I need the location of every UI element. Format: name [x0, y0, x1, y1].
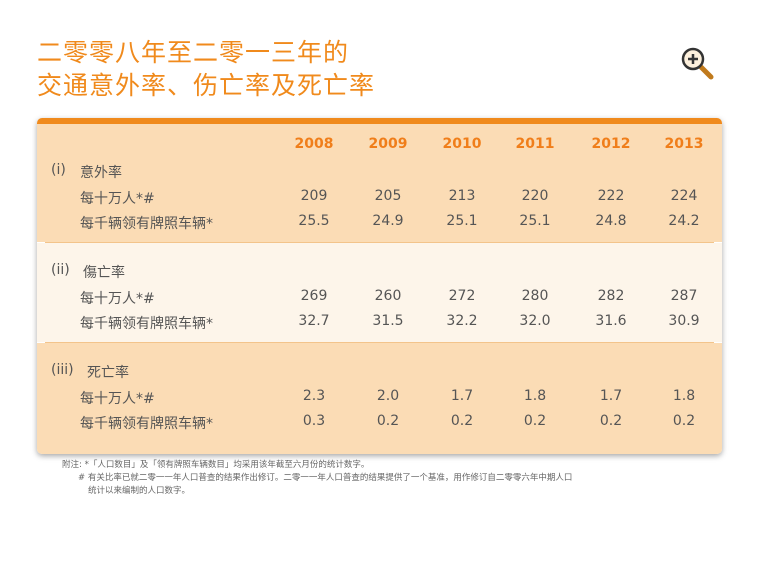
table-cell: 287	[670, 288, 698, 304]
table-cell: 30.9	[668, 313, 700, 329]
year-header: 2013	[664, 136, 704, 152]
table-cell: 1.8	[523, 388, 547, 404]
table-cell: 280	[521, 288, 549, 304]
table-cell: 25.1	[519, 213, 551, 229]
section-name: 傷亡率	[83, 265, 125, 281]
section-band-1	[37, 124, 722, 242]
table-cell: 0.2	[672, 413, 696, 429]
table-cell: 24.2	[668, 213, 700, 229]
table-cell: 0.2	[523, 413, 547, 429]
table-cell: 282	[597, 288, 625, 304]
table-cell: 2.3	[302, 388, 326, 404]
table-cell: 25.5	[298, 213, 330, 229]
divider	[45, 242, 714, 243]
table-cell: 32.7	[298, 313, 330, 329]
table-cell: 0.2	[376, 413, 400, 429]
statistics-table: 2008 2009 2010 2011 2012 2013 (i) 意外率 每十…	[37, 118, 722, 454]
table-cell: 260	[374, 288, 402, 304]
section-name: 意外率	[80, 165, 122, 181]
table-cell: 0.3	[302, 413, 326, 429]
footnote-1: 附注: *「人口数目」及「领有牌照车辆数目」均采用该年截至六月份的统计数字。	[62, 460, 370, 470]
row-label: 每十万人*#	[80, 391, 155, 407]
row-label: 每十万人*#	[80, 191, 155, 207]
table-cell: 269	[300, 288, 328, 304]
year-header: 2009	[368, 136, 408, 152]
zoom-in-icon[interactable]	[680, 46, 716, 82]
table-cell: 31.5	[372, 313, 404, 329]
table-cell: 1.7	[599, 388, 623, 404]
year-header: 2011	[515, 136, 555, 152]
table-cell: 1.8	[672, 388, 696, 404]
year-header: 2012	[591, 136, 631, 152]
divider	[45, 342, 714, 343]
year-header: 2008	[294, 136, 334, 152]
table-cell: 31.6	[595, 313, 627, 329]
year-header: 2010	[442, 136, 482, 152]
table-cell: 2.0	[376, 388, 400, 404]
row-label: 每十万人*#	[80, 291, 155, 307]
row-label: 每千辆领有牌照车辆*	[80, 416, 213, 432]
table-cell: 224	[670, 188, 698, 204]
table-cell: 0.2	[599, 413, 623, 429]
section-name: 死亡率	[87, 365, 129, 381]
table-cell: 222	[597, 188, 625, 204]
table-cell: 32.0	[519, 313, 551, 329]
table-cell: 24.8	[595, 213, 627, 229]
table-cell: 24.9	[372, 213, 404, 229]
table-cell: 272	[448, 288, 476, 304]
row-label: 每千辆领有牌照车辆*	[80, 316, 213, 332]
footnote-2-continued: 统计以来编制的人口数字。	[88, 486, 191, 496]
table-cell: 25.1	[446, 213, 478, 229]
footnotes: 附注: *「人口数目」及「领有牌照车辆数目」均采用该年截至六月份的统计数字。 #…	[62, 459, 572, 498]
title-line-2: 交通意外率、伤亡率及死亡率	[37, 71, 376, 100]
title-line-1: 二零零八年至二零一三年的	[37, 38, 350, 67]
section-index: (iii)	[51, 362, 74, 378]
section-index: (i)	[51, 162, 66, 178]
section-band-2	[37, 243, 722, 342]
table-cell: 205	[374, 188, 402, 204]
table-cell: 0.2	[450, 413, 474, 429]
table-cell: 209	[300, 188, 328, 204]
table-cell: 213	[448, 188, 476, 204]
page-title: 二零零八年至二零一三年的 交通意外率、伤亡率及死亡率	[37, 36, 375, 102]
table-cell: 1.7	[450, 388, 474, 404]
row-label: 每千辆领有牌照车辆*	[80, 216, 213, 232]
section-index: (ii)	[51, 262, 70, 278]
table-cell: 32.2	[446, 313, 478, 329]
footnote-2: # 有关比率已就二零一一年人口普查的结果作出修订。二零一一年人口普查的结果提供了…	[78, 473, 573, 483]
table-cell: 220	[521, 188, 549, 204]
section-band-3	[37, 343, 722, 454]
